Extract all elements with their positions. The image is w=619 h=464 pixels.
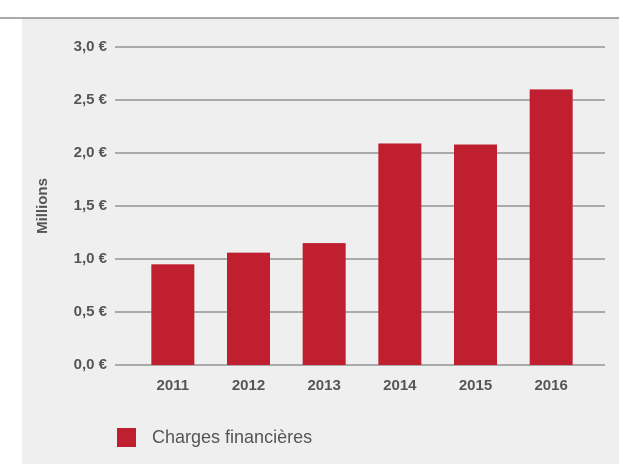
x-tick-label: 2011 xyxy=(157,377,190,394)
x-tick-label: 2014 xyxy=(383,377,417,394)
bar xyxy=(454,144,497,365)
y-tick-label: 0,0 € xyxy=(74,356,108,373)
bar xyxy=(227,252,270,365)
x-tick-label: 2015 xyxy=(459,377,492,394)
legend-label: Charges financières xyxy=(152,427,312,447)
x-tick-label: 2012 xyxy=(232,377,265,394)
x-tick-label: 2016 xyxy=(534,377,567,394)
y-axis-label: Millions xyxy=(34,178,51,234)
bar xyxy=(151,264,195,365)
y-tick-label: 0,5 € xyxy=(74,303,108,320)
y-tick-label: 1,5 € xyxy=(74,197,108,214)
bar xyxy=(378,143,422,365)
bar xyxy=(302,243,346,365)
chart-background xyxy=(22,18,619,464)
y-tick-label: 1,0 € xyxy=(74,250,108,267)
bar xyxy=(529,89,573,366)
legend-swatch xyxy=(117,428,136,447)
y-tick-label: 3,0 € xyxy=(74,38,108,55)
y-tick-label: 2,0 € xyxy=(74,144,108,161)
x-tick-label: 2013 xyxy=(307,377,340,394)
y-tick-label: 2,5 € xyxy=(74,91,108,108)
